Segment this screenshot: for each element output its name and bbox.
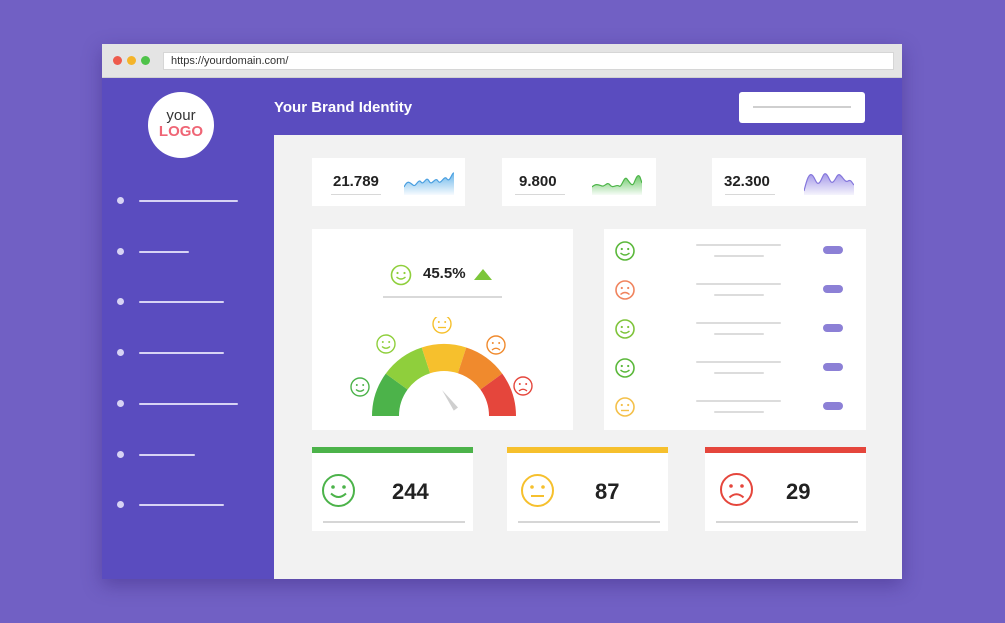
gauge-segment-very-unhappy (480, 373, 516, 416)
feedback-status-pill[interactable] (823, 363, 843, 371)
header-action-button[interactable] (739, 92, 865, 123)
satisfaction-gauge-card: 45.5% (312, 229, 573, 430)
happy-face-icon (615, 358, 635, 378)
address-bar[interactable]: https://yourdomain.com/ (163, 52, 894, 70)
sparkline-chart-icon (592, 174, 642, 195)
gauge-segment-very-happy (372, 373, 408, 416)
feedback-row[interactable] (604, 240, 866, 261)
happy-count: 244 (392, 479, 429, 504)
bullet-icon (117, 298, 124, 305)
feedback-status-pill[interactable] (823, 402, 843, 410)
stat-underline (725, 194, 775, 195)
satisfaction-percent: 45.5% (423, 265, 466, 282)
neutral-count-card[interactable]: 87 (507, 447, 668, 531)
feedback-row-placeholder (696, 361, 781, 363)
happy-face-icon (322, 474, 355, 507)
feedback-row-placeholder (714, 333, 764, 335)
feedback-row-placeholder (696, 283, 781, 285)
card-color-bar (507, 447, 668, 453)
feedback-row-placeholder (696, 400, 781, 402)
logo-text-line2: LOGO (158, 123, 204, 140)
gauge-segment-neutral (421, 344, 467, 374)
page-title: Your Brand Identity (274, 99, 413, 116)
stat-card-3[interactable]: 32.300 (712, 158, 866, 206)
stat-value: 21.789 (333, 173, 379, 190)
bullet-icon (117, 248, 124, 255)
happy-count-card[interactable]: 244 (312, 447, 473, 531)
feedback-row[interactable] (604, 396, 866, 417)
feedback-row-placeholder (696, 322, 781, 324)
satisfaction-gauge (350, 317, 533, 416)
bullet-icon (117, 451, 124, 458)
card-footer-line (323, 521, 465, 523)
sparkline-chart-icon (404, 172, 454, 195)
sad-count-card[interactable]: 29 (705, 447, 866, 531)
happy-face-icon (390, 264, 412, 286)
sidebar-item-placeholder (139, 504, 224, 506)
stat-card-1[interactable]: 21.789 (312, 158, 465, 206)
dashboard-main: 21.789 9.800 32.300 (274, 135, 902, 579)
feedback-row[interactable] (604, 318, 866, 339)
gauge-segment-happy (385, 347, 431, 390)
bullet-icon (117, 400, 124, 407)
sidebar-item-placeholder (139, 251, 189, 253)
neutral-face-icon (432, 317, 452, 334)
card-color-bar (705, 447, 866, 453)
neutral-face-icon (615, 397, 635, 417)
happy-face-icon (350, 377, 370, 397)
sad-count: 29 (786, 479, 811, 504)
logo-text-line1: your (166, 107, 196, 124)
sad-face-icon (486, 335, 506, 355)
feedback-row-placeholder (696, 244, 781, 246)
browser-window: https://yourdomain.com/ your LOGO Your B… (102, 44, 902, 579)
feedback-row[interactable] (604, 357, 866, 378)
close-window-button[interactable] (113, 56, 122, 65)
sidebar-item-placeholder (139, 454, 195, 456)
stat-value: 32.300 (724, 173, 770, 190)
sidebar: your LOGO (102, 78, 274, 579)
sad-face-icon (513, 376, 533, 396)
neutral-count: 87 (595, 479, 620, 504)
gauge-needle (442, 390, 458, 411)
feedback-status-pill[interactable] (823, 324, 843, 332)
trend-up-icon (474, 269, 492, 280)
button-placeholder (753, 106, 851, 108)
minimize-window-button[interactable] (127, 56, 136, 65)
happy-face-icon (376, 334, 396, 354)
card-footer-line (716, 521, 858, 523)
feedback-list-card (604, 229, 866, 430)
bullet-icon (117, 501, 124, 508)
sidebar-item-placeholder (139, 352, 224, 354)
stat-underline (515, 194, 565, 195)
sidebar-item-placeholder (139, 403, 238, 405)
stat-underline (331, 194, 381, 195)
card-color-bar (312, 447, 473, 453)
sidebar-item-placeholder (139, 200, 238, 202)
feedback-row-placeholder (714, 411, 764, 413)
feedback-row-placeholder (714, 294, 764, 296)
feedback-row[interactable] (604, 279, 866, 300)
sparkline-chart-icon (804, 173, 854, 195)
gauge-divider (383, 296, 502, 298)
card-footer-line (518, 521, 660, 523)
feedback-row-placeholder (714, 372, 764, 374)
header: Your Brand Identity (274, 78, 902, 135)
logo[interactable]: your LOGO (148, 92, 214, 158)
feedback-status-pill[interactable] (823, 246, 843, 254)
happy-face-icon (615, 241, 635, 261)
sad-face-icon (720, 473, 753, 506)
feedback-row-placeholder (714, 255, 764, 257)
maximize-window-button[interactable] (141, 56, 150, 65)
neutral-face-icon (521, 474, 554, 507)
feedback-status-pill[interactable] (823, 285, 843, 293)
gauge-segment-unhappy (457, 347, 503, 390)
stat-card-2[interactable]: 9.800 (502, 158, 656, 206)
bullet-icon (117, 349, 124, 356)
bullet-icon (117, 197, 124, 204)
sad-face-icon (615, 280, 635, 300)
browser-chrome: https://yourdomain.com/ (102, 44, 902, 78)
happy-face-icon (615, 319, 635, 339)
sidebar-item-placeholder (139, 301, 224, 303)
stat-value: 9.800 (519, 173, 557, 190)
